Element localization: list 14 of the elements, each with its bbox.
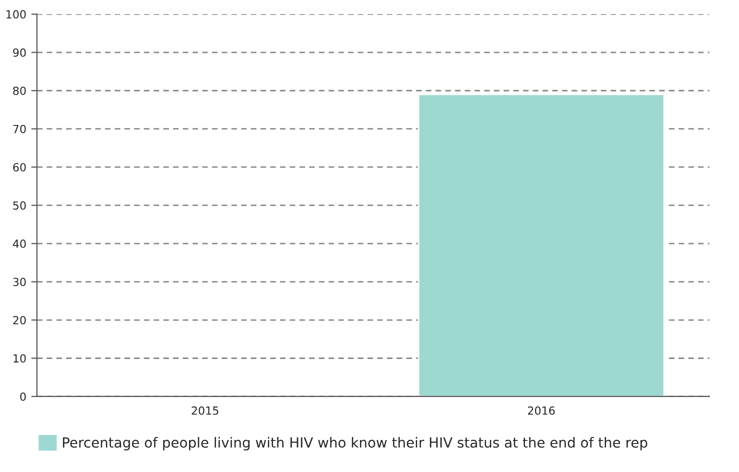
y-tick-label: 50 [13, 201, 26, 210]
y-tick-label: 90 [13, 48, 26, 57]
y-tick-label: 80 [13, 86, 26, 96]
y-tick-label: 30 [13, 278, 26, 286]
y-tick-label: 40 [12, 240, 26, 248]
legend-label: Percentage of people living with HIV who know their HIV status at the end of the rep [62, 436, 648, 450]
y-tick-label: 20 [13, 316, 26, 324]
x-tick-label: 2016 [528, 406, 555, 415]
y-tick-label: 100 [6, 10, 26, 19]
y-tick-label: 0 [20, 392, 26, 401]
x-tick-label: 2015 [192, 406, 218, 415]
y-tick-label: 60 [13, 163, 26, 172]
y-tick-label: 10 [14, 354, 26, 363]
y-tick-label: 70 [13, 124, 26, 134]
